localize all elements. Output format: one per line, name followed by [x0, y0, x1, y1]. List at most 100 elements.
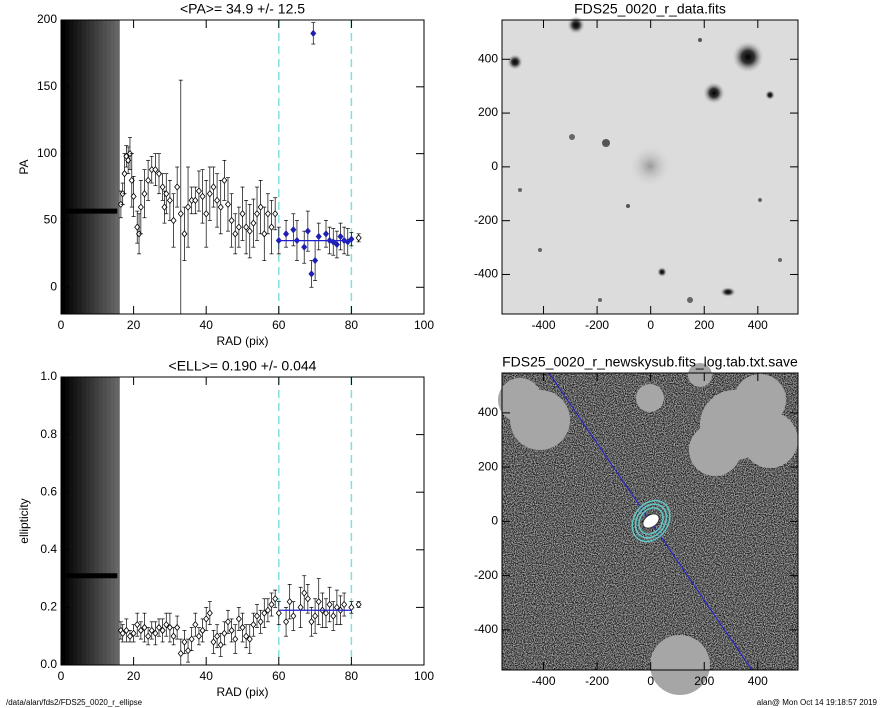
point — [224, 618, 232, 626]
point — [137, 203, 144, 211]
shade — [90, 377, 95, 665]
y-tick-label: 1.0 — [40, 369, 57, 383]
point — [239, 623, 246, 632]
point — [170, 216, 177, 225]
shade — [73, 20, 79, 314]
point — [348, 235, 355, 243]
x-axis-label: RAD (pix) — [216, 334, 268, 348]
point — [304, 227, 311, 235]
axes-frame — [60, 19, 425, 315]
chart-title: <ELL>= 0.190 +/- 0.044 — [169, 358, 317, 374]
point — [141, 623, 148, 632]
shade — [77, 20, 83, 314]
point — [166, 623, 173, 632]
point — [145, 632, 152, 640]
y-tick-label: -400 — [474, 622, 498, 636]
shade — [94, 377, 99, 665]
point — [253, 612, 261, 620]
point — [119, 629, 126, 637]
point — [210, 183, 217, 191]
point — [206, 609, 213, 617]
shade — [73, 377, 79, 665]
point — [195, 187, 202, 195]
point — [253, 210, 261, 218]
shade — [102, 20, 108, 314]
point — [341, 600, 348, 609]
y-tick-label: 50 — [44, 213, 58, 227]
shade — [81, 20, 87, 314]
shade — [98, 377, 104, 665]
point — [159, 183, 166, 191]
shade — [115, 20, 120, 314]
point — [203, 210, 210, 218]
point — [141, 190, 148, 198]
point — [177, 210, 184, 218]
x-tick-label: 200 — [694, 674, 714, 688]
point — [315, 232, 322, 241]
y-tick-label: 0.4 — [40, 542, 57, 556]
x-tick-label: 400 — [748, 318, 768, 332]
footer-right: alan@ Mon Oct 14 19:18:57 2019 — [757, 698, 878, 707]
point — [315, 598, 322, 606]
point — [163, 190, 170, 198]
x-tick-label: 200 — [694, 318, 714, 332]
point — [192, 196, 199, 205]
point — [312, 256, 319, 265]
x-tick-label: 20 — [127, 669, 141, 683]
point — [264, 210, 271, 218]
point — [283, 230, 290, 238]
x-tick-label: 40 — [200, 669, 214, 683]
point — [355, 234, 362, 242]
point — [206, 190, 213, 198]
x-tick-label: 100 — [414, 318, 434, 332]
shade — [85, 20, 91, 314]
x-tick-label: 80 — [345, 318, 359, 332]
point — [261, 230, 268, 238]
point — [232, 635, 239, 643]
point — [301, 589, 308, 597]
shade — [85, 377, 91, 665]
point — [232, 230, 239, 238]
point — [261, 609, 268, 617]
point — [355, 600, 362, 609]
y-tick-label: 0.8 — [40, 427, 57, 441]
point — [199, 192, 206, 201]
plot-area — [61, 20, 362, 314]
point — [224, 200, 232, 209]
point — [333, 240, 340, 249]
shade — [115, 377, 120, 665]
y-tick-label: 0 — [491, 159, 498, 173]
y-tick-label: -200 — [474, 213, 498, 227]
chart-title: FDS25_0020_r_newskysub.fits_log.tab.txt.… — [502, 354, 798, 370]
point — [235, 223, 242, 231]
point — [272, 595, 279, 603]
point — [308, 618, 315, 626]
x-tick-label: 0 — [58, 318, 65, 332]
x-tick-label: 40 — [200, 318, 214, 332]
point — [312, 612, 319, 620]
point — [330, 612, 337, 620]
y-axis-label: PA — [17, 159, 31, 174]
point — [203, 615, 210, 623]
point — [199, 626, 206, 635]
point — [257, 618, 264, 626]
point — [181, 230, 188, 238]
point — [348, 603, 355, 612]
point — [123, 626, 130, 635]
point — [264, 606, 271, 614]
chart-title: FDS25_0020_r_data.fits — [574, 1, 726, 17]
x-tick-label: 20 — [127, 318, 141, 332]
point — [326, 600, 333, 609]
chart-title: <PA>= 34.9 +/- 12.5 — [180, 1, 305, 17]
point — [246, 635, 253, 643]
y-tick-label: 0 — [491, 514, 498, 528]
point — [243, 632, 250, 640]
shade — [65, 377, 70, 665]
y-tick-label: 0.2 — [40, 600, 57, 614]
x-tick-label: 0 — [647, 674, 654, 688]
y-tick-label: -200 — [474, 568, 498, 582]
x-tick-label: -400 — [532, 318, 556, 332]
point — [322, 230, 330, 238]
point — [268, 600, 275, 609]
